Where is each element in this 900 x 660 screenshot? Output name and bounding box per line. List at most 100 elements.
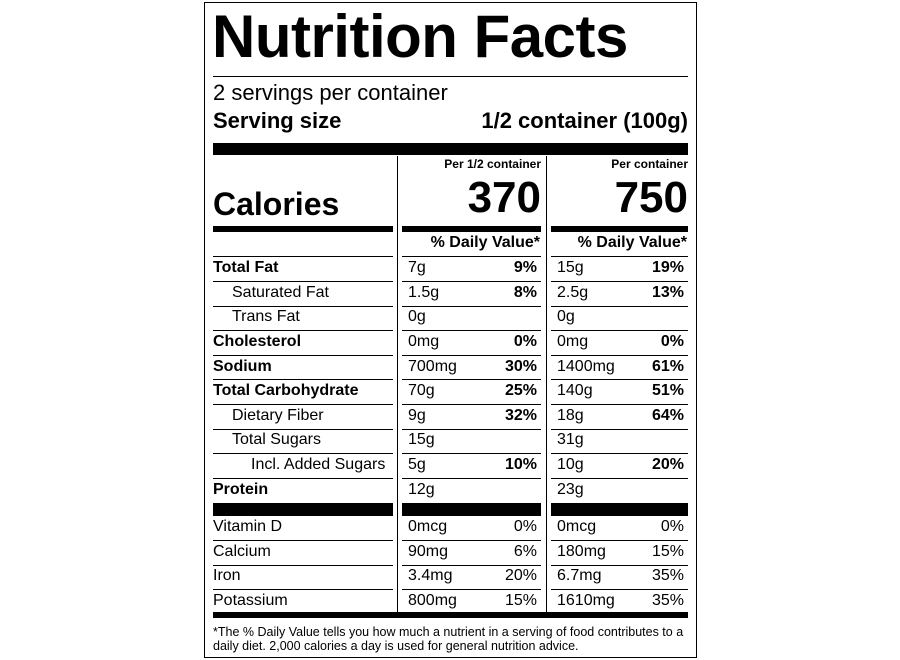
nutrient-name: Dietary Fiber xyxy=(232,406,324,424)
row-divider xyxy=(551,305,688,307)
amount: 0g xyxy=(557,308,575,326)
row-divider xyxy=(551,256,688,257)
row-divider xyxy=(551,589,688,590)
vitamin-name: Vitamin D xyxy=(213,518,283,536)
row-divider xyxy=(402,564,541,566)
amount: 90mg xyxy=(408,542,449,560)
percent-daily-value: 6% xyxy=(513,542,537,560)
percent-daily-value: 15% xyxy=(504,591,537,609)
percent-daily-value: 61% xyxy=(651,357,684,375)
amount: 6.7mg xyxy=(557,567,602,585)
amount: 10g xyxy=(557,456,584,473)
row-divider xyxy=(402,589,541,590)
percent-daily-value: 35% xyxy=(651,591,684,609)
row-divider xyxy=(213,379,393,381)
thick-bar xyxy=(213,612,688,618)
row-divider xyxy=(402,256,541,257)
nutrient-name: Total Sugars xyxy=(232,431,321,449)
row-divider xyxy=(402,305,541,307)
row-divider xyxy=(213,404,393,405)
thick-bar xyxy=(213,503,393,516)
amount: 23g xyxy=(557,480,584,498)
amount: 5g xyxy=(408,456,426,473)
percent-daily-value: 25% xyxy=(504,382,537,400)
row-divider xyxy=(402,453,541,455)
amount: 12g xyxy=(408,480,435,498)
nutrient-name: Sodium xyxy=(213,357,272,375)
row-divider xyxy=(402,330,541,332)
amount: 0mg xyxy=(557,333,589,350)
vitamin-name: Calcium xyxy=(213,542,271,560)
percent-daily-value: 0% xyxy=(513,333,537,350)
serving-size-value: 1/2 container (100g) xyxy=(481,107,688,133)
thick-bar xyxy=(402,503,541,516)
amount: 7g xyxy=(408,259,426,277)
percent-daily-value: 51% xyxy=(651,382,684,400)
daily-value-header: % Daily Value* xyxy=(577,234,687,252)
amount: 70g xyxy=(408,382,435,400)
row-divider xyxy=(551,453,688,455)
percent-daily-value: 20% xyxy=(504,567,537,585)
calories-value: 750 xyxy=(614,172,688,222)
percent-daily-value: 64% xyxy=(651,406,684,424)
row-divider xyxy=(551,564,688,566)
row-divider xyxy=(551,354,688,356)
amount: 140g xyxy=(557,382,593,400)
daily-value-header: % Daily Value* xyxy=(430,234,540,252)
amount: 1400mg xyxy=(557,357,615,375)
row-divider xyxy=(213,256,393,257)
column-header: Per 1/2 container xyxy=(444,157,541,172)
row-divider xyxy=(213,564,393,566)
row-divider xyxy=(551,477,688,479)
nutrient-name: Incl. Added Sugars xyxy=(251,456,386,473)
percent-daily-value: 9% xyxy=(513,259,537,277)
thick-bar xyxy=(402,226,541,232)
row-divider xyxy=(551,404,688,405)
amount: 18g xyxy=(557,406,584,424)
row-divider xyxy=(213,354,393,356)
row-divider xyxy=(213,477,393,479)
footnote: *The % Daily Value tells you how much a … xyxy=(213,625,684,653)
percent-daily-value: 30% xyxy=(504,357,537,375)
vitamin-name: Potassium xyxy=(213,591,288,609)
amount: 0g xyxy=(408,308,426,326)
row-divider xyxy=(213,281,393,282)
calories-value: 370 xyxy=(467,172,541,222)
label-border xyxy=(204,2,697,658)
amount: 15g xyxy=(408,431,435,449)
row-divider xyxy=(402,540,541,541)
percent-daily-value: 35% xyxy=(651,567,684,585)
row-divider xyxy=(402,379,541,381)
serving-size-label: Serving size xyxy=(213,107,342,133)
row-divider xyxy=(213,540,393,541)
row-divider xyxy=(213,428,393,430)
amount: 2.5g xyxy=(557,283,589,301)
column-separator xyxy=(397,156,398,612)
amount: 9g xyxy=(408,406,426,424)
amount: 0mcg xyxy=(557,518,597,536)
percent-daily-value: 19% xyxy=(651,259,684,277)
column-separator xyxy=(546,156,547,612)
nutrient-name: Total Carbohydrate xyxy=(213,382,359,400)
amount: 1.5g xyxy=(408,283,440,301)
amount: 3.4mg xyxy=(408,567,453,585)
amount: 800mg xyxy=(408,591,457,609)
row-divider xyxy=(213,305,393,307)
row-divider xyxy=(402,404,541,405)
nutrient-name: Saturated Fat xyxy=(232,283,329,301)
amount: 31g xyxy=(557,431,584,449)
thick-bar xyxy=(213,143,688,155)
percent-daily-value: 15% xyxy=(651,542,684,560)
amount: 700mg xyxy=(408,357,457,375)
percent-daily-value: 0% xyxy=(660,333,684,350)
amount: 15g xyxy=(557,259,584,277)
nutrient-name: Trans Fat xyxy=(232,308,300,326)
row-divider xyxy=(551,428,688,430)
title: Nutrition Facts xyxy=(212,3,628,70)
row-divider xyxy=(551,330,688,332)
percent-daily-value: 32% xyxy=(504,406,537,424)
row-divider xyxy=(213,330,393,332)
column-header: Per container xyxy=(611,157,688,172)
row-divider xyxy=(213,589,393,590)
